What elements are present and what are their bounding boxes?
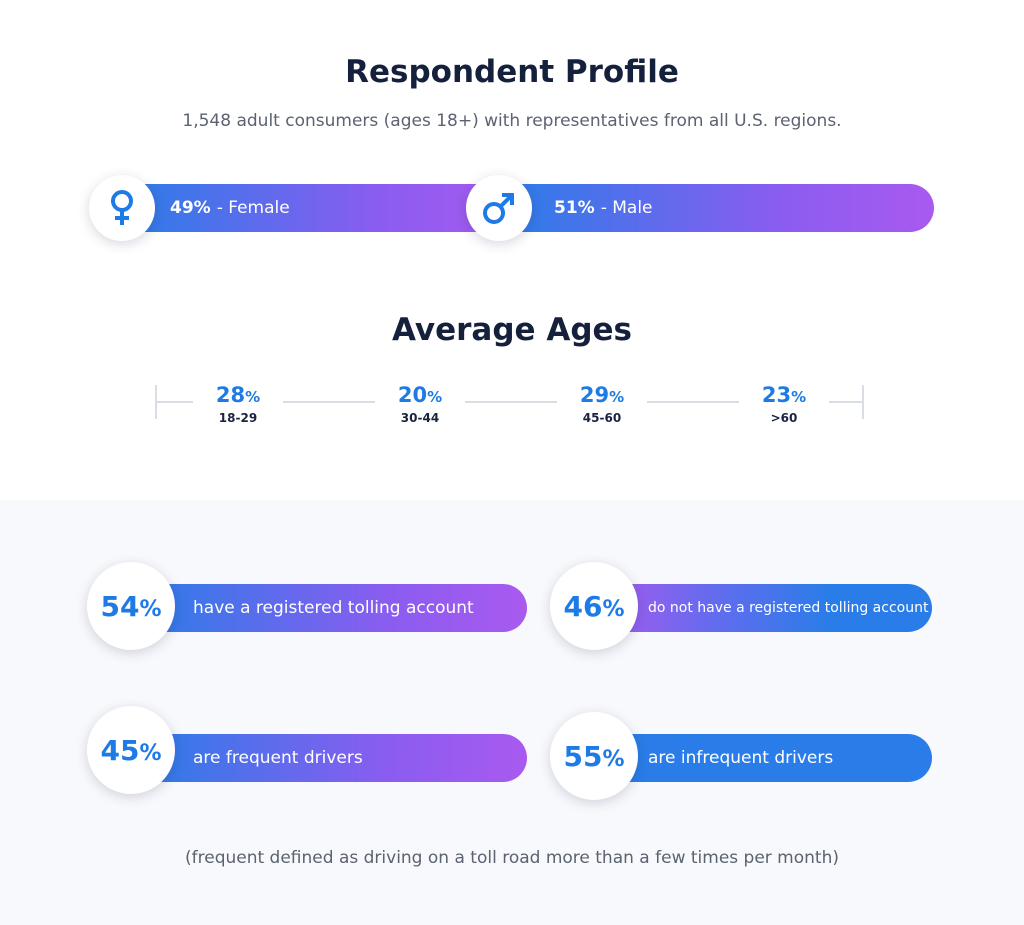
age-unit: % bbox=[791, 388, 807, 406]
percent-sign: % bbox=[139, 596, 162, 622]
age-group-1: 20% 30-44 bbox=[375, 382, 465, 426]
ages-axis-start-cap bbox=[155, 385, 157, 419]
age-range-label: 30-44 bbox=[400, 411, 440, 425]
age-group-2: 29% 45-60 bbox=[557, 382, 647, 426]
age-value: 29 bbox=[579, 383, 610, 407]
age-value: 28 bbox=[215, 383, 246, 407]
age-value: 23 bbox=[761, 383, 792, 407]
age-range-label: 18-29 bbox=[218, 411, 258, 425]
footnote: (frequent defined as driving on a toll r… bbox=[185, 848, 839, 868]
stat-value-frequent: 45 bbox=[100, 733, 140, 767]
stat-bar-frequent: are frequent drivers bbox=[135, 734, 527, 782]
stat-label-registered: have a registered tolling account bbox=[193, 598, 474, 618]
ages-title: Average Ages bbox=[392, 312, 632, 348]
percent-sign: % bbox=[139, 740, 162, 766]
percent-sign: % bbox=[602, 596, 625, 622]
age-percent: 28% bbox=[193, 382, 283, 410]
stat-value-infrequent: 55 bbox=[563, 739, 603, 773]
male-symbol-icon bbox=[466, 175, 532, 241]
stat-label-not-registered: do not have a registered tolling account bbox=[648, 600, 929, 616]
age-range-label: >60 bbox=[770, 411, 798, 425]
age-unit: % bbox=[245, 388, 261, 406]
male-label: - Male bbox=[600, 198, 653, 218]
percent-sign: % bbox=[602, 746, 625, 772]
female-label: - Female bbox=[216, 198, 290, 218]
stats-section bbox=[0, 500, 1024, 925]
stat-label-infrequent: are infrequent drivers bbox=[648, 748, 834, 768]
age-range-label: 45-60 bbox=[582, 411, 622, 425]
page-title: Respondent Profile bbox=[345, 54, 679, 90]
age-percent: 23% bbox=[739, 382, 829, 410]
stat-bar-registered: have a registered tolling account bbox=[135, 584, 527, 632]
stat-circle-registered: 54% bbox=[87, 562, 175, 650]
stat-value-not-registered: 46 bbox=[563, 589, 603, 623]
age-unit: % bbox=[609, 388, 625, 406]
page-subtitle: 1,548 adult consumers (ages 18+) with re… bbox=[182, 111, 842, 131]
age-group-0: 28% 18-29 bbox=[193, 382, 283, 426]
stat-value-registered: 54 bbox=[100, 589, 140, 623]
stat-circle-infrequent: 55% bbox=[550, 712, 638, 800]
stat-circle-not-registered: 46% bbox=[550, 562, 638, 650]
female-symbol-icon bbox=[89, 175, 155, 241]
female-percent: 49% bbox=[170, 198, 211, 218]
age-group-3: 23% >60 bbox=[739, 382, 829, 426]
male-percent: 51% bbox=[554, 198, 595, 218]
female-bar: 49% - Female bbox=[120, 184, 520, 232]
age-percent: 29% bbox=[557, 382, 647, 410]
age-percent: 20% bbox=[375, 382, 465, 410]
stat-bar-not-registered: do not have a registered tolling account bbox=[596, 584, 932, 632]
age-unit: % bbox=[427, 388, 443, 406]
stat-label-frequent: are frequent drivers bbox=[193, 748, 363, 768]
ages-axis-line bbox=[156, 401, 863, 403]
stat-bar-infrequent: are infrequent drivers bbox=[596, 734, 932, 782]
ages-axis-end-cap bbox=[862, 385, 864, 419]
stat-circle-frequent: 45% bbox=[87, 706, 175, 794]
male-bar: 51% - Male bbox=[500, 184, 934, 232]
age-value: 20 bbox=[397, 383, 428, 407]
